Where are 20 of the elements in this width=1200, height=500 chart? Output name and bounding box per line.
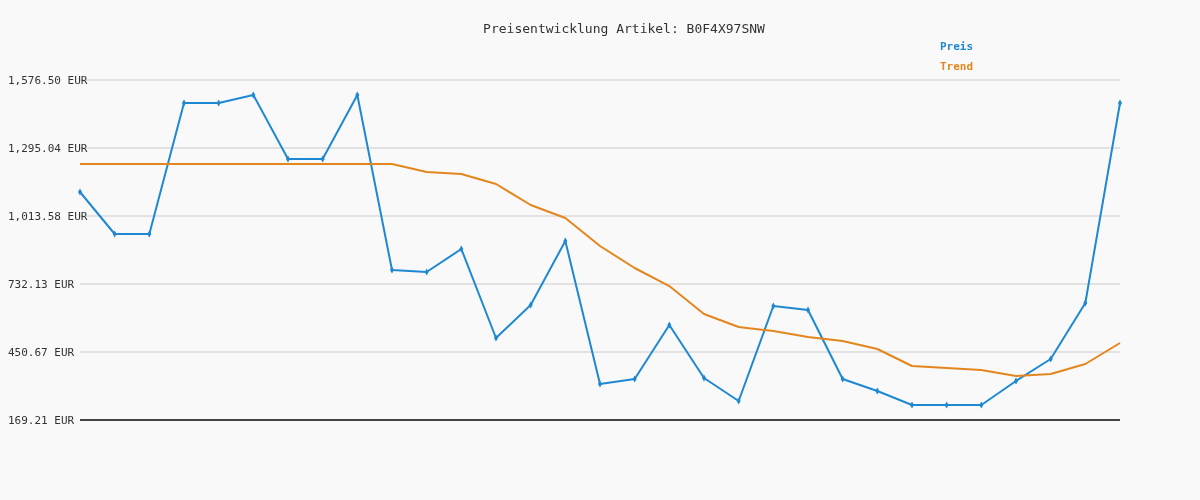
point xyxy=(909,401,915,409)
y-tick-label: 1,013.58 EUR xyxy=(8,210,88,223)
point xyxy=(1013,377,1019,385)
y-tick-label: 1,576.50 EUR xyxy=(8,74,88,87)
chart-title: Preisentwicklung Artikel: B0F4X97SNW xyxy=(483,21,766,36)
y-tick-label: 169.21 EUR xyxy=(8,414,75,427)
y-tick-label: 732.13 EUR xyxy=(8,278,75,291)
text: Trend xyxy=(940,60,974,73)
point xyxy=(285,155,291,163)
point xyxy=(597,380,603,388)
point xyxy=(77,188,83,196)
text: Preis xyxy=(940,40,974,53)
y-tick-label: 1,295.04 EUR xyxy=(8,142,88,155)
point xyxy=(805,306,811,314)
point xyxy=(389,266,395,274)
y-tick-label: 450.67 EUR xyxy=(8,346,75,359)
point xyxy=(181,99,187,107)
point xyxy=(1117,99,1123,107)
point xyxy=(493,334,499,342)
point xyxy=(701,374,707,382)
